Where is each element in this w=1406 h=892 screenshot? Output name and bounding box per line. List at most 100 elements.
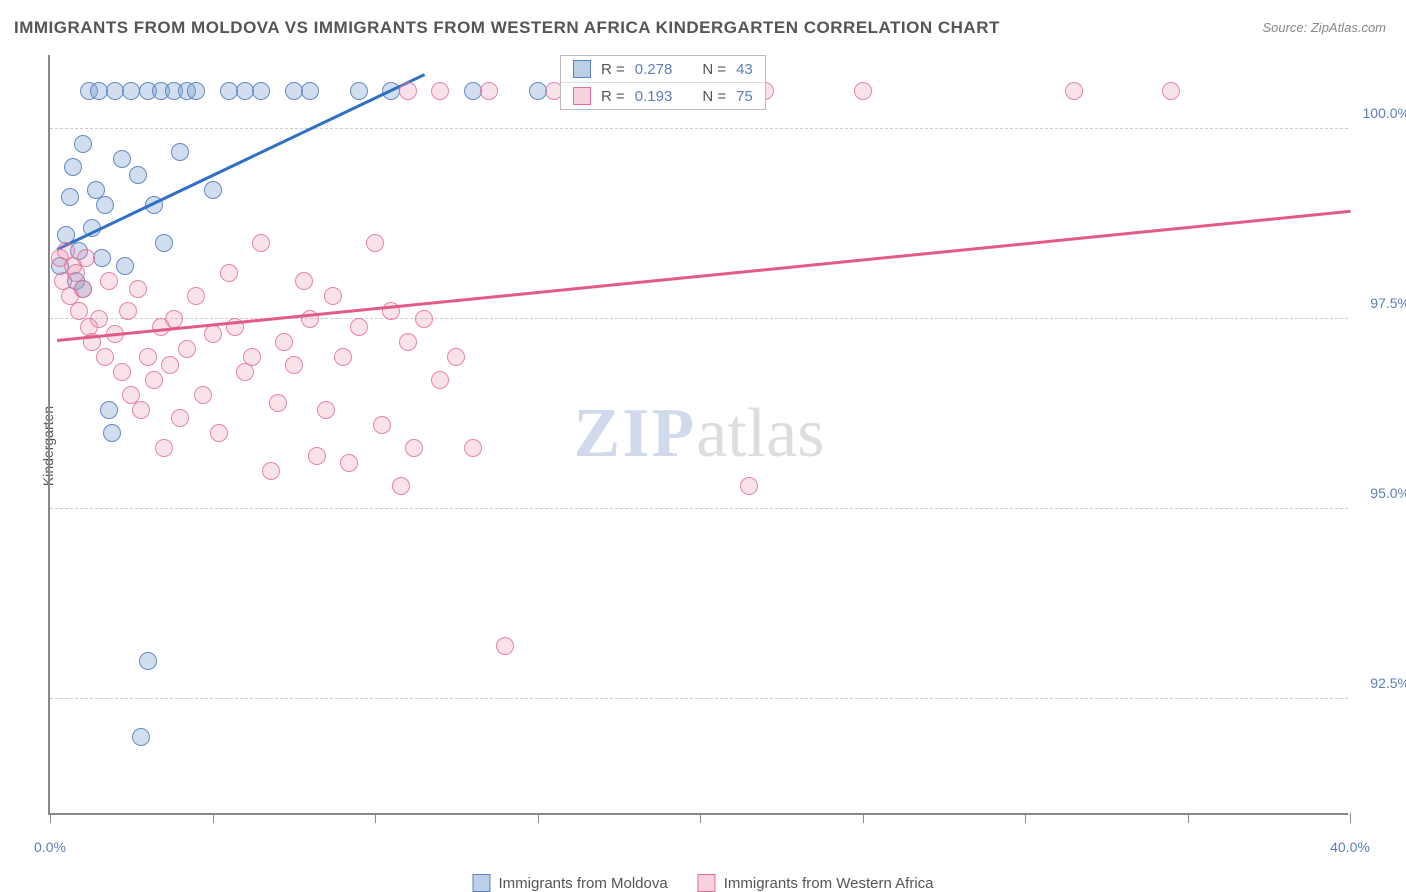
scatter-point [269, 394, 287, 412]
r-value: 0.193 [635, 88, 673, 105]
scatter-point [399, 333, 417, 351]
scatter-point [178, 340, 196, 358]
scatter-point [64, 158, 82, 176]
gridline [50, 128, 1348, 129]
scatter-point [431, 82, 449, 100]
scatter-point [90, 310, 108, 328]
gridline [50, 698, 1348, 699]
scatter-point [350, 318, 368, 336]
bottom-legend-item: Immigrants from Western Africa [698, 874, 934, 892]
n-value: 75 [736, 88, 753, 105]
scatter-point [243, 348, 261, 366]
x-tick [863, 813, 864, 823]
x-tick [50, 813, 51, 823]
scatter-point [100, 272, 118, 290]
bottom-legend-item: Immigrants from Moldova [473, 874, 668, 892]
scatter-point [740, 477, 758, 495]
gridline [50, 508, 1348, 509]
scatter-point [171, 143, 189, 161]
trend-line [56, 210, 1350, 342]
chart-source: Source: ZipAtlas.com [1262, 20, 1386, 35]
scatter-point [1065, 82, 1083, 100]
n-label: N = [702, 61, 726, 78]
chart-container: IMMIGRANTS FROM MOLDOVA VS IMMIGRANTS FR… [0, 0, 1406, 892]
scatter-point [204, 325, 222, 343]
scatter-point [373, 416, 391, 434]
x-tick [375, 813, 376, 823]
scatter-point [132, 728, 150, 746]
legend-stats-box: R =0.278N =43R =0.193N =75 [560, 55, 766, 110]
scatter-point [165, 310, 183, 328]
chart-title: IMMIGRANTS FROM MOLDOVA VS IMMIGRANTS FR… [14, 18, 1000, 38]
scatter-point [132, 401, 150, 419]
scatter-point [415, 310, 433, 328]
scatter-point [155, 439, 173, 457]
scatter-point [119, 302, 137, 320]
scatter-point [275, 333, 293, 351]
scatter-point [145, 371, 163, 389]
legend-swatch [573, 60, 591, 78]
scatter-point [155, 234, 173, 252]
scatter-point [447, 348, 465, 366]
r-label: R = [601, 88, 625, 105]
scatter-point [334, 348, 352, 366]
legend-label: Immigrants from Moldova [499, 875, 668, 892]
scatter-point [187, 82, 205, 100]
scatter-point [262, 462, 280, 480]
x-tick [538, 813, 539, 823]
scatter-point [116, 257, 134, 275]
y-tick-label: 100.0% [1363, 105, 1406, 121]
scatter-point [139, 652, 157, 670]
n-label: N = [702, 88, 726, 105]
scatter-point [366, 234, 384, 252]
watermark-atlas: atlas [696, 395, 824, 472]
scatter-point [295, 272, 313, 290]
scatter-point [496, 637, 514, 655]
scatter-point [340, 454, 358, 472]
scatter-point [464, 439, 482, 457]
scatter-point [301, 82, 319, 100]
scatter-point [74, 280, 92, 298]
watermark-zip: ZIP [574, 395, 697, 472]
x-tick-label: 0.0% [34, 839, 66, 855]
scatter-point [308, 447, 326, 465]
scatter-point [1162, 82, 1180, 100]
y-tick-label: 97.5% [1370, 295, 1406, 311]
trend-line [56, 73, 424, 250]
x-tick [700, 813, 701, 823]
scatter-point [129, 280, 147, 298]
scatter-point [317, 401, 335, 419]
scatter-point [194, 386, 212, 404]
scatter-point [100, 401, 118, 419]
bottom-legend: Immigrants from Moldova Immigrants from W… [473, 874, 934, 892]
scatter-point [74, 135, 92, 153]
scatter-point [220, 264, 238, 282]
scatter-point [854, 82, 872, 100]
scatter-point [61, 188, 79, 206]
scatter-point [350, 82, 368, 100]
scatter-point [113, 150, 131, 168]
x-tick [1188, 813, 1189, 823]
scatter-point [252, 234, 270, 252]
scatter-point [139, 348, 157, 366]
x-tick-label: 40.0% [1330, 839, 1370, 855]
scatter-point [161, 356, 179, 374]
scatter-point [96, 196, 114, 214]
r-value: 0.278 [635, 61, 673, 78]
n-value: 43 [736, 61, 753, 78]
scatter-point [480, 82, 498, 100]
y-tick-label: 95.0% [1370, 485, 1406, 501]
x-tick [213, 813, 214, 823]
legend-swatch [473, 874, 491, 892]
x-tick [1350, 813, 1351, 823]
scatter-point [392, 477, 410, 495]
watermark: ZIPatlas [574, 394, 825, 474]
legend-stats-row: R =0.278N =43 [561, 56, 765, 82]
scatter-point [252, 82, 270, 100]
scatter-point [399, 82, 417, 100]
scatter-point [96, 348, 114, 366]
scatter-point [210, 424, 228, 442]
legend-swatch [698, 874, 716, 892]
scatter-point [93, 249, 111, 267]
scatter-point [285, 356, 303, 374]
